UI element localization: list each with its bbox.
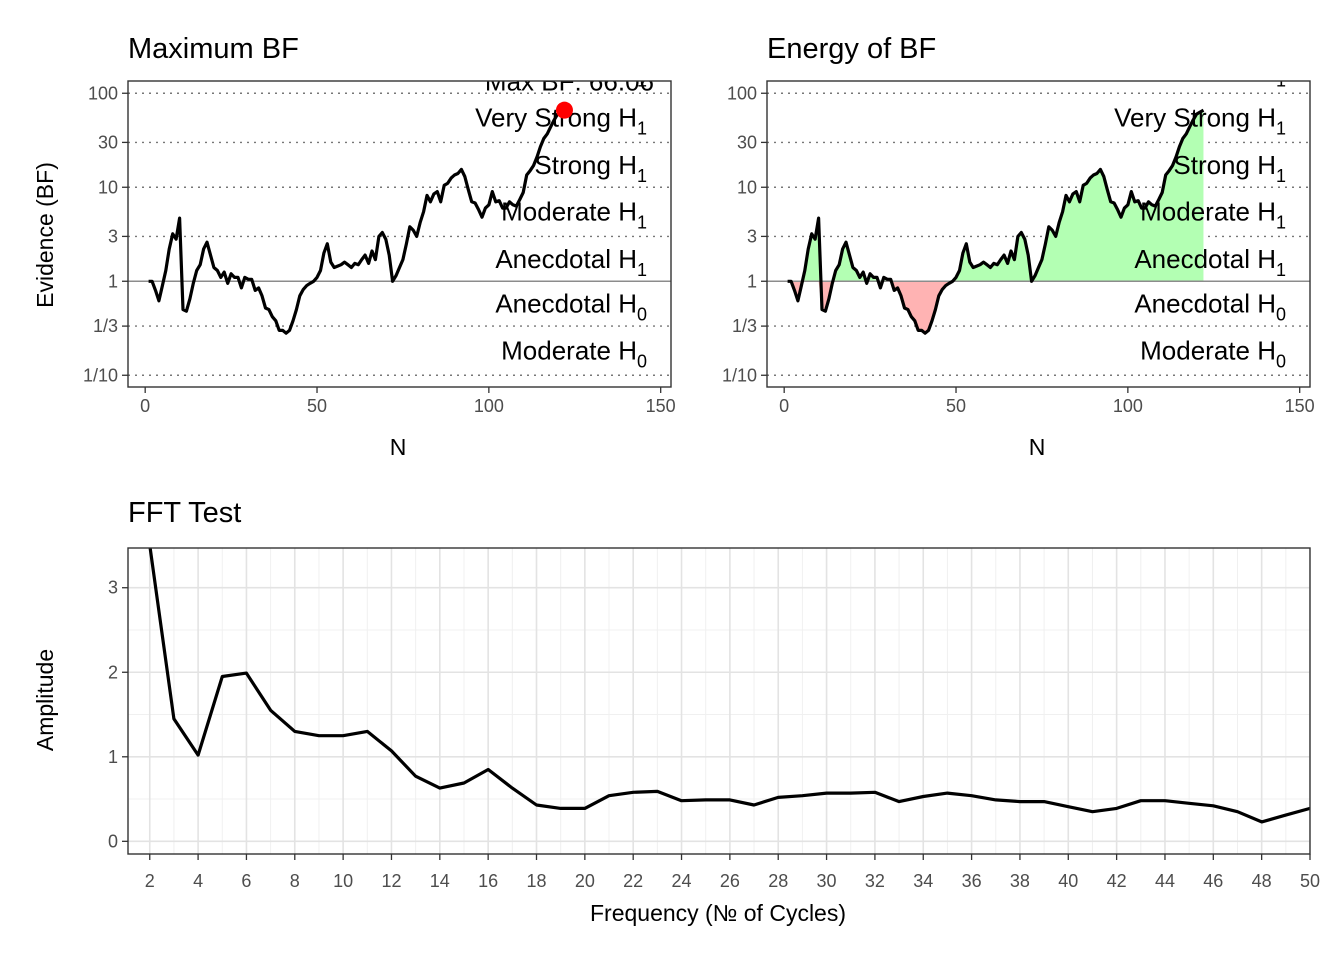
x-tick-label: 48 <box>1252 871 1272 891</box>
x-tick-label: 150 <box>646 396 676 416</box>
fft-amplitude-line <box>148 548 1310 824</box>
y-tick-label: 2 <box>108 662 118 682</box>
x-tick-label: 18 <box>526 871 546 891</box>
y-axis-title-amplitude: Amplitude <box>32 649 58 751</box>
evidence-band-label: Strong H1 <box>534 150 647 186</box>
x-tick-label: 6 <box>241 871 251 891</box>
evidence-band-label: Moderate H0 <box>1140 336 1286 372</box>
x-tick-label: 26 <box>720 871 740 891</box>
x-tick-label: 28 <box>768 871 788 891</box>
evidence-band-label: Anecdotal H1 <box>1134 244 1286 280</box>
evidence-band-label: Moderate H1 <box>1140 197 1286 233</box>
y-tick-label: 1/10 <box>722 365 757 385</box>
y-tick-label: 0 <box>108 831 118 851</box>
x-tick-label: 50 <box>1300 871 1320 891</box>
x-tick-label: 4 <box>193 871 203 891</box>
y-tick-label: 10 <box>737 177 757 197</box>
evidence-band-label: Anecdotal H0 <box>1134 289 1286 325</box>
x-tick-label: 44 <box>1155 871 1175 891</box>
x-tick-label: 32 <box>865 871 885 891</box>
y-tick-label: 100 <box>727 83 757 103</box>
y-tick-label: 3 <box>108 578 118 598</box>
x-tick-label: 0 <box>779 396 789 416</box>
bf-series-line <box>787 108 1205 335</box>
x-tick-label: 12 <box>381 871 401 891</box>
x-tick-label: 34 <box>913 871 933 891</box>
x-tick-label: 8 <box>290 871 300 891</box>
y-tick-label: 1/10 <box>83 365 118 385</box>
max-bf-point <box>555 101 573 119</box>
x-tick-label: 50 <box>946 396 966 416</box>
area-fill-h0 <box>787 281 1204 334</box>
evidence-band-label: Strong H0 <box>1173 382 1286 418</box>
x-axis-title-max-bf: N <box>390 434 407 460</box>
x-tick-label: 0 <box>140 396 150 416</box>
y-axis-title-evidence: Evidence (BF) <box>32 162 58 308</box>
panel-title-max-bf: Maximum BF <box>128 33 299 65</box>
y-tick-label: 10 <box>98 177 118 197</box>
y-tick-label: 1 <box>108 271 118 291</box>
bf-series-line <box>148 108 566 335</box>
x-tick-label: 100 <box>474 396 504 416</box>
panel-title-energy-bf: Energy of BF <box>767 33 936 65</box>
x-tick-label: 16 <box>478 871 498 891</box>
plot-area <box>128 548 1310 854</box>
x-tick-label: 36 <box>962 871 982 891</box>
y-tick-label: 30 <box>737 132 757 152</box>
x-tick-label: 14 <box>430 871 450 891</box>
max-bf-label: Max BF: 66.06 <box>485 66 654 96</box>
evidence-band-label: Strong H0 <box>534 382 647 418</box>
evidence-band-label: Moderate H0 <box>501 336 647 372</box>
x-tick-label: 22 <box>623 871 643 891</box>
y-tick-label: 3 <box>108 226 118 246</box>
y-tick-label: 3 <box>747 226 757 246</box>
panel-title-fft: FFT Test <box>128 497 241 529</box>
x-tick-label: 2 <box>145 871 155 891</box>
y-tick-label: 1 <box>747 271 757 291</box>
panel-border <box>766 80 1311 388</box>
x-tick-label: 40 <box>1058 871 1078 891</box>
x-tick-label: 20 <box>575 871 595 891</box>
x-tick-label: 42 <box>1107 871 1127 891</box>
x-axis-title-energy-bf: N <box>1029 434 1046 460</box>
panel-border <box>127 80 672 388</box>
x-tick-label: 50 <box>307 396 327 416</box>
x-tick-label: 30 <box>817 871 837 891</box>
evidence-band-label: Extreme H1 <box>514 54 647 90</box>
evidence-band-label: Extreme H1 <box>1153 54 1286 90</box>
area-fill-h1 <box>787 110 1204 282</box>
panel-border <box>127 547 1311 855</box>
evidence-band-label: Moderate H1 <box>501 197 647 233</box>
evidence-band-label: Anecdotal H0 <box>495 289 647 325</box>
x-tick-label: 46 <box>1203 871 1223 891</box>
x-tick-label: 150 <box>1285 396 1315 416</box>
x-tick-label: 38 <box>1010 871 1030 891</box>
evidence-band-label: Anecdotal H1 <box>495 244 647 280</box>
evidence-band-label: Strong H1 <box>1173 150 1286 186</box>
y-tick-label: 1 <box>108 747 118 767</box>
y-tick-label: 1/3 <box>93 316 118 336</box>
x-tick-label: 10 <box>333 871 353 891</box>
y-tick-label: 30 <box>98 132 118 152</box>
x-tick-label: 100 <box>1113 396 1143 416</box>
x-tick-label: 24 <box>672 871 692 891</box>
y-tick-label: 1/3 <box>732 316 757 336</box>
y-tick-label: 100 <box>88 83 118 103</box>
x-axis-title-frequency: Frequency (№ of Cycles) <box>590 900 846 926</box>
